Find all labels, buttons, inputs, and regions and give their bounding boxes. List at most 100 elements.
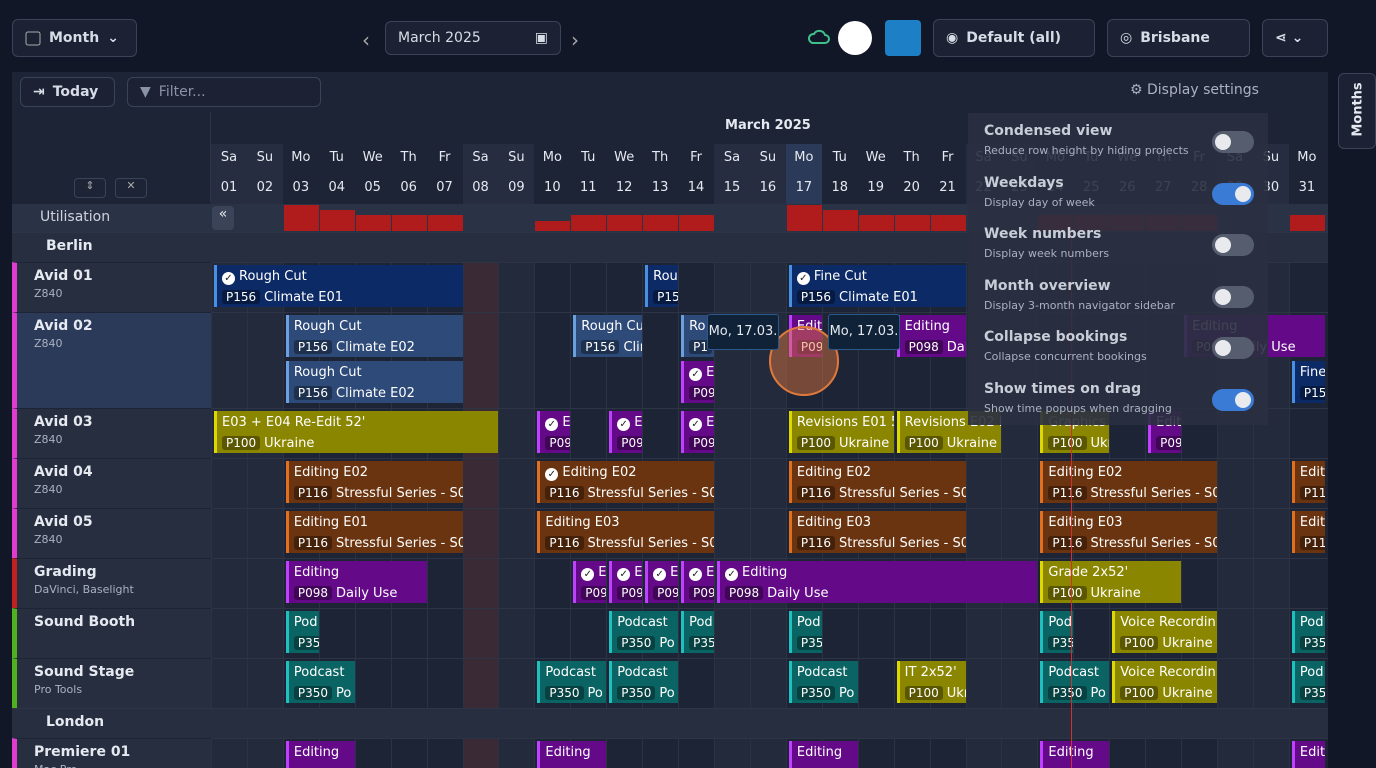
booking-line: P35 [796,633,822,653]
filter-input[interactable]: ▼ Filter... [127,77,321,107]
booking[interactable]: E03 + E04 Re-Edit 52' P100 Ukraine [214,411,499,453]
booking[interactable]: ✓ E P09 [609,561,643,603]
drag-tooltip: Mo, 17.03. [828,314,900,350]
side-tab[interactable]: Months [1338,73,1376,149]
booking[interactable]: Grade 2x52' P100 Ukraine [1040,561,1182,603]
booking-code: P350 [617,636,656,650]
booking[interactable]: Editing P098 Daily Use [285,561,427,603]
grid-column [462,232,499,768]
booking-code: P156 [293,386,332,400]
booking[interactable]: Editing E02 P116 Stressful Series - S05 [1040,461,1218,503]
prev-button[interactable]: ‹ [362,28,370,52]
cloud-icon[interactable] [808,28,830,46]
grid-column [1037,232,1073,768]
booking[interactable]: Pod P35 [681,611,714,653]
done-icon: ✓ [689,368,703,381]
grid-column [534,232,570,768]
booking[interactable]: ✓ E P09 [681,561,714,603]
row-sub: Z840 [34,287,63,300]
booking[interactable]: Podcast P350 Po [788,661,858,703]
booking[interactable]: Editing E03 P116 Stressful Series - S05 [788,511,966,553]
drag-tooltip: Mo, 17.03. [707,314,779,350]
booking[interactable]: ✓ E P09 [681,361,714,403]
toggle[interactable] [1212,285,1254,308]
booking[interactable]: Voice Recordin P100 Ukraine [1112,611,1218,653]
booking[interactable]: Edit P116 [1291,461,1325,503]
done-icon: ✓ [617,568,631,581]
booking[interactable]: Fine P15 [1291,361,1325,403]
collapse-sidebar: « [212,206,234,230]
booking[interactable]: ✓ Fine Cut P156 Climate E01 [788,265,966,307]
booking[interactable]: Edit P116 [1291,511,1325,553]
display-settings-button[interactable]: ⚙ Display settings [1130,82,1259,98]
day-column [534,144,571,204]
booking-code: P35 [689,636,714,650]
row-name: Grading [34,564,97,580]
booking-line: Pod [294,613,319,633]
today-button[interactable]: ⇥ Today [20,77,115,107]
booking[interactable]: Edit [1291,741,1325,768]
toggle[interactable] [1212,234,1254,256]
avatar[interactable] [838,21,872,55]
filter-select[interactable]: ◉ Default (all) [933,19,1095,57]
booking[interactable]: ✓ E P09 [645,561,679,603]
booking[interactable]: Pod P35 [1040,611,1074,653]
booking[interactable]: Editing E02 P116 Stressful Series - S05 [788,461,966,503]
booking[interactable]: ✓ Editing E02 P116 Stressful Series - S05 [537,461,714,503]
booking[interactable]: Editing [1040,741,1110,768]
booking-line: P156 Climate E01 [222,287,463,307]
booking[interactable]: Podcast P350 Po [609,611,679,653]
next-button[interactable]: › [571,28,579,52]
booking[interactable]: Pod P35 [285,611,319,653]
toggle[interactable] [1212,182,1254,205]
booking[interactable]: Revisions E01 5 P100 Ukraine [788,411,894,453]
date-picker[interactable]: March 2025 ▣ [385,21,561,55]
row-line [12,408,1328,458]
toggle[interactable] [1212,337,1254,359]
booking[interactable]: ✓ E P09 [537,411,571,453]
booking[interactable]: ✓ E P09 [573,561,607,603]
weekday-label: Fr [941,150,954,165]
booking[interactable]: Editing E02 P116 Stressful Series - S05 [285,461,463,503]
booking[interactable]: ✓ E P09 [609,411,643,453]
day-number: 31 [1298,180,1316,195]
booking[interactable]: Editing E03 P116 Stressful Series - S05 [1040,511,1218,553]
booking[interactable]: Rough Cut P156 Climate E02 [285,361,463,403]
booking[interactable]: Podcast P350 Po [1040,661,1110,703]
booking[interactable]: Pod P35 [788,611,822,653]
weekday-label: We [614,150,635,165]
booking[interactable]: Podcast P350 Po [537,661,607,703]
booking[interactable]: Podcast P350 Po [609,661,679,703]
booking-project: Daily Use [767,586,829,601]
booking[interactable]: Pod P35 [1291,611,1325,653]
booking[interactable]: Pod P35 [1291,661,1325,703]
booking[interactable]: Editing E01 P116 Stressful Series - S05 [285,511,463,553]
booking[interactable]: Editing [285,741,355,768]
done-icon: ✓ [689,418,703,431]
timezone-select[interactable]: ◎ Brisbane [1107,19,1250,57]
booking[interactable]: Rough Cut P156 Climate E02 [285,315,463,357]
booking[interactable]: Voice Recordin P100 Ukraine [1112,661,1218,703]
booking[interactable]: ✓ E P09 [681,411,714,453]
toggle[interactable] [1212,388,1254,411]
booking[interactable]: Rough Cu P156Clin [573,315,643,357]
booking[interactable]: ✓ Editing P098 Daily Use [717,561,1038,603]
booking-line: Rou [653,267,678,287]
toggle[interactable] [1212,131,1254,153]
add-booking-button[interactable] [885,20,921,56]
booking[interactable]: Podcast P350 Po [285,661,355,703]
weekday-label: Mo [291,150,311,165]
booking[interactable]: ✓ Rough Cut P156 Climate E01 [214,265,463,307]
weekday-label: Sa [220,150,238,165]
booking[interactable]: Editing [788,741,858,768]
booking-title: Editing E02 [293,465,369,480]
booking-title: Editing [293,565,340,580]
booking[interactable]: Editing [537,741,607,768]
view-select[interactable]: Month ⌄ [12,19,137,57]
share-button[interactable]: ⋖ ⌄ [1262,19,1328,57]
booking[interactable]: Editing E03 P116 Stressful Series - S05 [537,511,714,553]
day-column [714,144,750,204]
booking[interactable]: Rou P15 [645,265,679,307]
